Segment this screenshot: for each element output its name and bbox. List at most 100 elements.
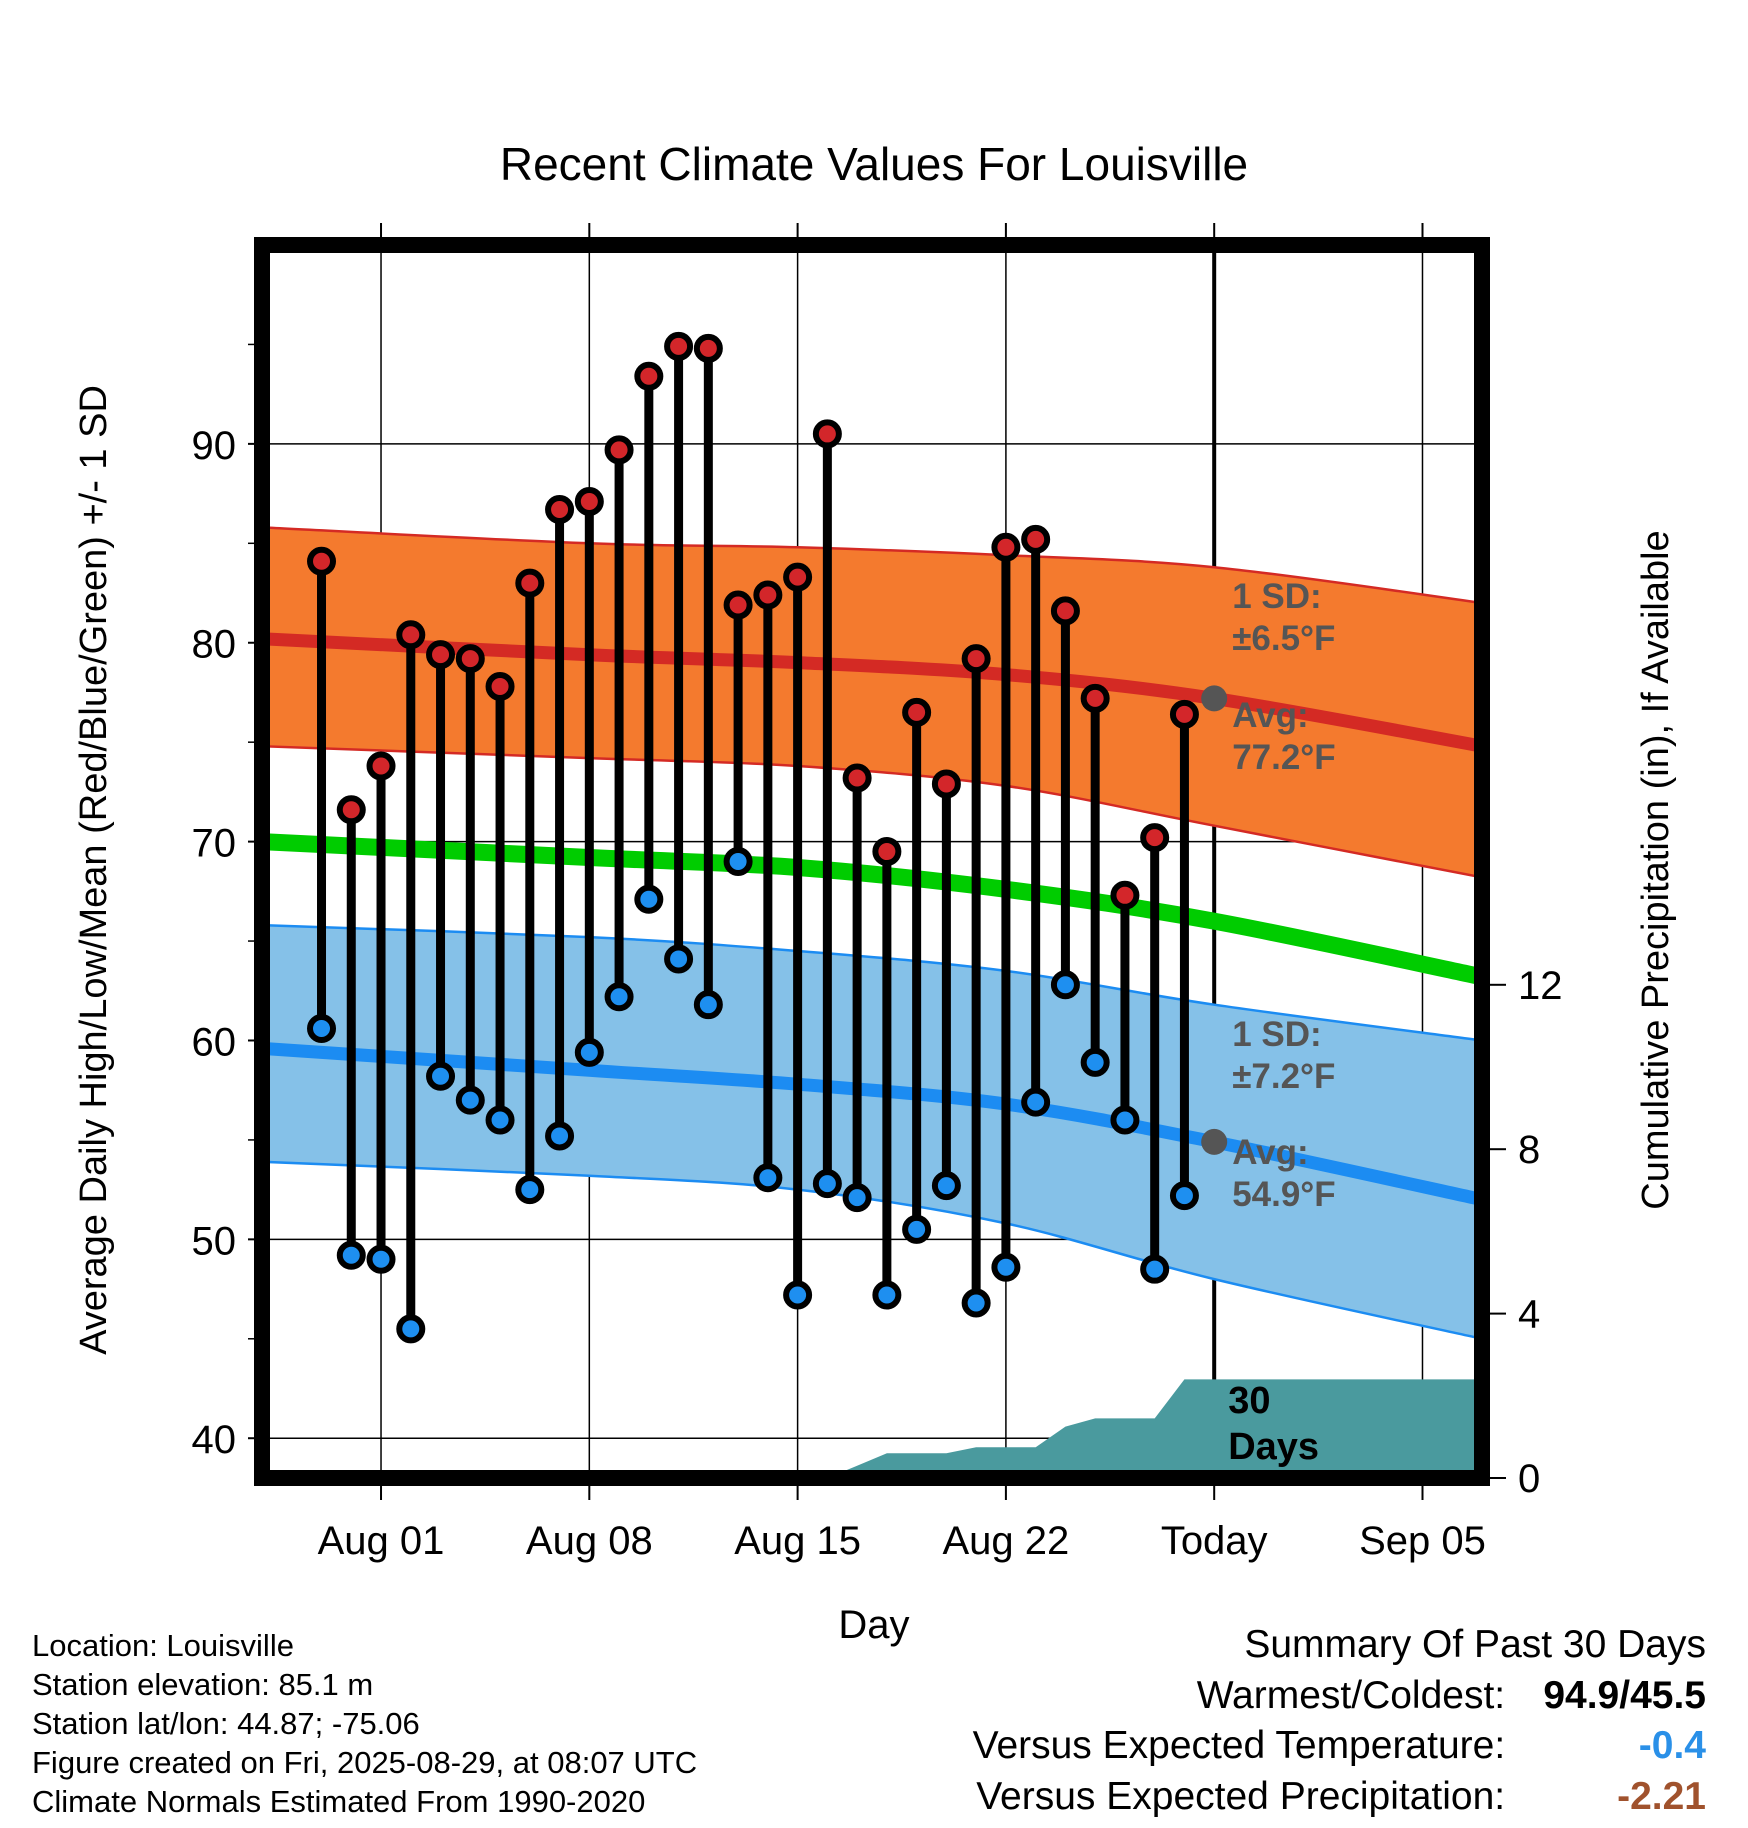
precipitation-fill: [827, 1379, 1482, 1478]
today-high-avg-marker: [1201, 685, 1228, 712]
daily-low-dot: [842, 1183, 872, 1213]
summary-temperature-label: Versus Expected Temperature:: [972, 1724, 1506, 1767]
summary-precipitation-value: -2.21: [1617, 1775, 1706, 1818]
footer-latlon: Station lat/lon: 44.87; -75.06: [32, 1706, 420, 1741]
footer-created: Figure created on Fri, 2025-08-29, at 08…: [32, 1745, 698, 1780]
daily-low-dot: [366, 1244, 396, 1274]
daily-low-dot: [396, 1314, 426, 1344]
daily-low-dot: [574, 1037, 604, 1067]
daily-low-dot: [1110, 1105, 1140, 1135]
daily-high-dot: [931, 769, 961, 799]
daily-low-dot: [1140, 1254, 1170, 1284]
days-label-text: Days: [1228, 1426, 1319, 1468]
plot-border: [254, 237, 1490, 1486]
daily-low-dot: [307, 1014, 337, 1044]
y2-tick-label: 0: [1518, 1457, 1540, 1501]
daily-high-dot: [991, 532, 1021, 562]
daily-high-dot: [307, 546, 337, 576]
high-avg-title: Avg:: [1232, 696, 1308, 735]
footer-location: Location: Louisville: [32, 1628, 294, 1663]
x-tick-label: Aug 22: [943, 1519, 1070, 1563]
daily-high-dot: [693, 333, 723, 363]
daily-low-dot: [634, 884, 664, 914]
summary-temperature-value: -0.4: [1638, 1724, 1706, 1767]
daily-low-dot: [693, 990, 723, 1020]
low-sd-title: 1 SD:: [1232, 1015, 1321, 1054]
daily-high-dot: [515, 568, 545, 598]
high-sd-title: 1 SD:: [1232, 577, 1321, 616]
daily-high-dot: [604, 435, 634, 465]
daily-high-dot: [842, 763, 872, 793]
plot-frame: [254, 237, 1490, 1486]
y2-tick-label: 12: [1518, 964, 1563, 1008]
footer-elevation: Station elevation: 85.1 m: [32, 1667, 374, 1702]
low-sd-value: ±7.2°F: [1232, 1057, 1335, 1096]
daily-low-dot: [1169, 1181, 1199, 1211]
daily-dots: [307, 331, 1199, 1344]
footer-info: Location: Louisville Station elevation: …: [32, 1626, 697, 1821]
summary-temperature: Versus Expected Temperature: -0.4: [973, 1720, 1706, 1771]
x-tick-label: Aug 15: [734, 1519, 861, 1563]
daily-low-dot: [426, 1061, 456, 1091]
daily-high-dot: [545, 494, 575, 524]
daily-low-dot: [604, 982, 634, 1012]
daily-high-dot: [426, 640, 456, 670]
daily-low-dot: [455, 1085, 485, 1115]
daily-high-dot: [812, 419, 842, 449]
daily-low-dot: [991, 1252, 1021, 1282]
daily-high-dot: [396, 620, 426, 650]
summary-title: Summary Of Past 30 Days: [1244, 1623, 1706, 1666]
high-sd-value: ±6.5°F: [1232, 619, 1335, 658]
daily-low-dot: [1050, 970, 1080, 1000]
daily-high-dot: [455, 644, 485, 674]
chart-title: Recent Climate Values For Louisville: [500, 138, 1248, 190]
daily-high-dot: [902, 697, 932, 727]
daily-low-dot: [902, 1214, 932, 1244]
daily-low-dot: [753, 1163, 783, 1193]
x-tick-label: Sep 05: [1359, 1519, 1486, 1563]
x-tick-label: Aug 01: [318, 1519, 445, 1563]
x-axis-label: Day: [838, 1603, 909, 1647]
daily-high-dot: [1050, 596, 1080, 626]
y-tick-label: 70: [192, 822, 237, 866]
footer-normals: Climate Normals Estimated From 1990-2020: [32, 1784, 646, 1819]
days-label-number: 30: [1228, 1380, 1270, 1422]
daily-low-dot: [723, 847, 753, 876]
daily-low-dot: [336, 1240, 366, 1270]
daily-high-dot: [366, 751, 396, 781]
y-tick-label: 50: [192, 1219, 237, 1263]
high-avg-value: 77.2°F: [1232, 738, 1336, 777]
daily-high-dot: [783, 562, 813, 592]
summary-warm-cold-label: Warmest/Coldest:: [1196, 1674, 1506, 1717]
daily-low-dot: [812, 1169, 842, 1199]
daily-high-dot: [1080, 683, 1110, 713]
daily-low-dot: [783, 1280, 813, 1310]
daily-range-sticks: [317, 346, 1189, 1329]
summary-warm-cold-value: 94.9/45.5: [1543, 1674, 1706, 1717]
daily-low-dot: [1021, 1087, 1051, 1117]
daily-low-dot: [961, 1288, 991, 1318]
precipitation-area: [827, 1379, 1482, 1478]
x-tick-label: Aug 08: [526, 1519, 653, 1563]
y-tick-label: 80: [192, 623, 237, 667]
daily-low-dot: [485, 1105, 515, 1135]
x-tick-label: Today: [1161, 1519, 1268, 1563]
high-normal-line: [261, 632, 1484, 753]
daily-high-dot: [1169, 699, 1199, 729]
summary-precipitation: Versus Expected Precipitation: -2.21: [976, 1771, 1706, 1822]
summary-warm-cold: Warmest/Coldest: 94.9/45.5: [1197, 1670, 1706, 1721]
daily-low-dot: [1080, 1047, 1110, 1077]
y-tick-label: 60: [192, 1020, 237, 1064]
y2-tick-label: 8: [1518, 1128, 1540, 1172]
daily-high-dot: [574, 487, 604, 517]
axes: 40 50 60 70 80 90 0 4 8 12 Aug 01 Aug 08 Aug 15 Aug 2…: [192, 223, 1563, 1563]
daily-low-dot: [515, 1175, 545, 1205]
y-axis-label: Average Daily High/Low/Mean (Red/Blue/Gr…: [73, 385, 115, 1355]
daily-high-dot: [485, 671, 515, 701]
daily-high-dot: [664, 331, 694, 361]
daily-high-dot: [723, 590, 753, 620]
y-tick-label: 90: [192, 424, 237, 468]
daily-low-dot: [872, 1280, 902, 1310]
